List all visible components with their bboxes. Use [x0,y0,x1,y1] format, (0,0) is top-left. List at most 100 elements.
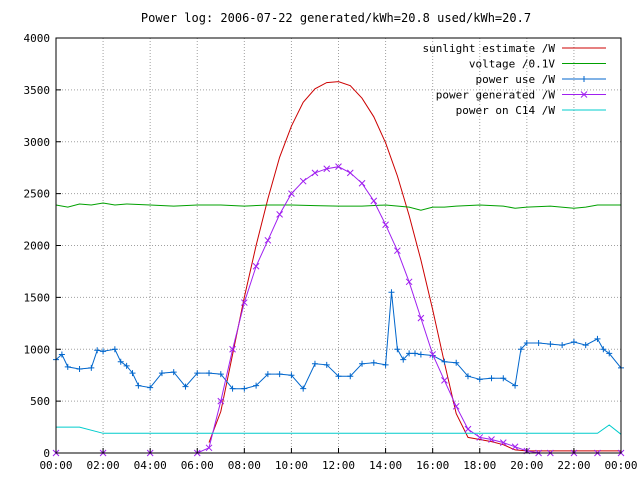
data-point [253,382,260,389]
data-point [406,350,413,357]
data-point [346,169,354,177]
x-tick-label: 20:00 [510,459,543,472]
data-point [94,347,101,354]
series-layer [52,81,625,457]
data-point [229,385,236,392]
data-point [523,340,530,347]
data-point [117,358,124,365]
data-point [606,350,613,357]
x-tick-label: 14:00 [369,459,402,472]
data-point [276,371,283,378]
data-point [123,362,130,369]
data-point [311,360,318,367]
x-tick-label: 16:00 [416,459,449,472]
data-point [559,342,566,349]
legend-label: sunlight estimate /W [423,42,556,55]
y-tick-label: 0 [43,447,50,460]
y-tick-label: 2000 [24,240,51,253]
data-point [323,361,330,368]
data-point [264,236,272,244]
data-point [76,365,83,372]
x-tick-label: 18:00 [463,459,496,472]
data-point [217,371,224,378]
data-point [135,382,142,389]
data-point [264,371,271,378]
series-2 [53,289,624,392]
data-point [335,163,342,171]
data-point [412,350,419,357]
data-point [194,370,201,377]
data-point [370,197,378,205]
data-point [111,346,118,353]
data-point [594,335,601,342]
data-point [170,369,177,376]
data-point [535,340,542,347]
data-point [276,211,283,218]
data-point [488,436,495,443]
data-point [347,373,354,380]
data-point [476,376,483,383]
data-point [464,373,471,380]
data-point [88,364,95,371]
y-tick-label: 2500 [24,188,51,201]
data-point [300,385,307,392]
data-point [206,370,213,377]
data-point [417,314,425,322]
series-4 [56,424,622,435]
data-point [241,385,248,392]
data-point [582,342,589,349]
data-point [441,358,448,365]
y-tick-label: 500 [30,395,50,408]
data-point [500,375,507,382]
data-point [370,359,377,366]
legend-label: power generated /W [436,89,556,102]
legend-label: power use /W [476,73,556,86]
data-point [512,382,519,389]
data-point [311,169,319,177]
data-point [417,351,424,358]
data-point [394,346,401,353]
series-1 [55,202,621,211]
x-tick-label: 02:00 [87,459,120,472]
data-point [488,375,495,382]
data-point [382,361,389,368]
y-tick-label: 4000 [24,32,51,45]
data-point [335,373,342,380]
legend: sunlight estimate /W voltage /0.1V power u… [423,42,606,117]
x-tick-label: 04:00 [134,459,167,472]
chart-title: Power log: 2006-07-22 generated/kWh=20.8… [141,11,531,25]
data-point [600,346,607,353]
data-point [58,351,65,358]
data-point [382,221,389,229]
data-point [229,345,236,353]
data-point [358,179,366,187]
data-point [452,402,460,410]
y-tick-label: 1000 [24,343,51,356]
legend-label: voltage /0.1V [469,58,555,71]
data-point [100,348,107,355]
data-point [147,384,154,391]
series-line [55,292,622,390]
data-point [64,363,71,370]
data-point [441,377,448,384]
x-tick-label: 00:00 [604,459,637,472]
data-point [464,425,472,433]
x-tick-label: 10:00 [275,459,308,472]
legend-label: power on C14 /W [456,104,556,117]
legend-marker [581,76,587,82]
data-point [288,372,295,379]
data-point [570,338,577,345]
data-point [511,443,519,451]
data-point [388,289,395,296]
y-tick-label: 1500 [24,291,51,304]
data-point [205,444,213,452]
data-point [453,359,460,366]
data-point [429,351,437,358]
data-point [129,370,136,377]
data-point [158,370,165,377]
data-point [400,356,407,363]
data-point [182,383,189,390]
data-point [323,165,331,173]
data-point [299,177,307,185]
